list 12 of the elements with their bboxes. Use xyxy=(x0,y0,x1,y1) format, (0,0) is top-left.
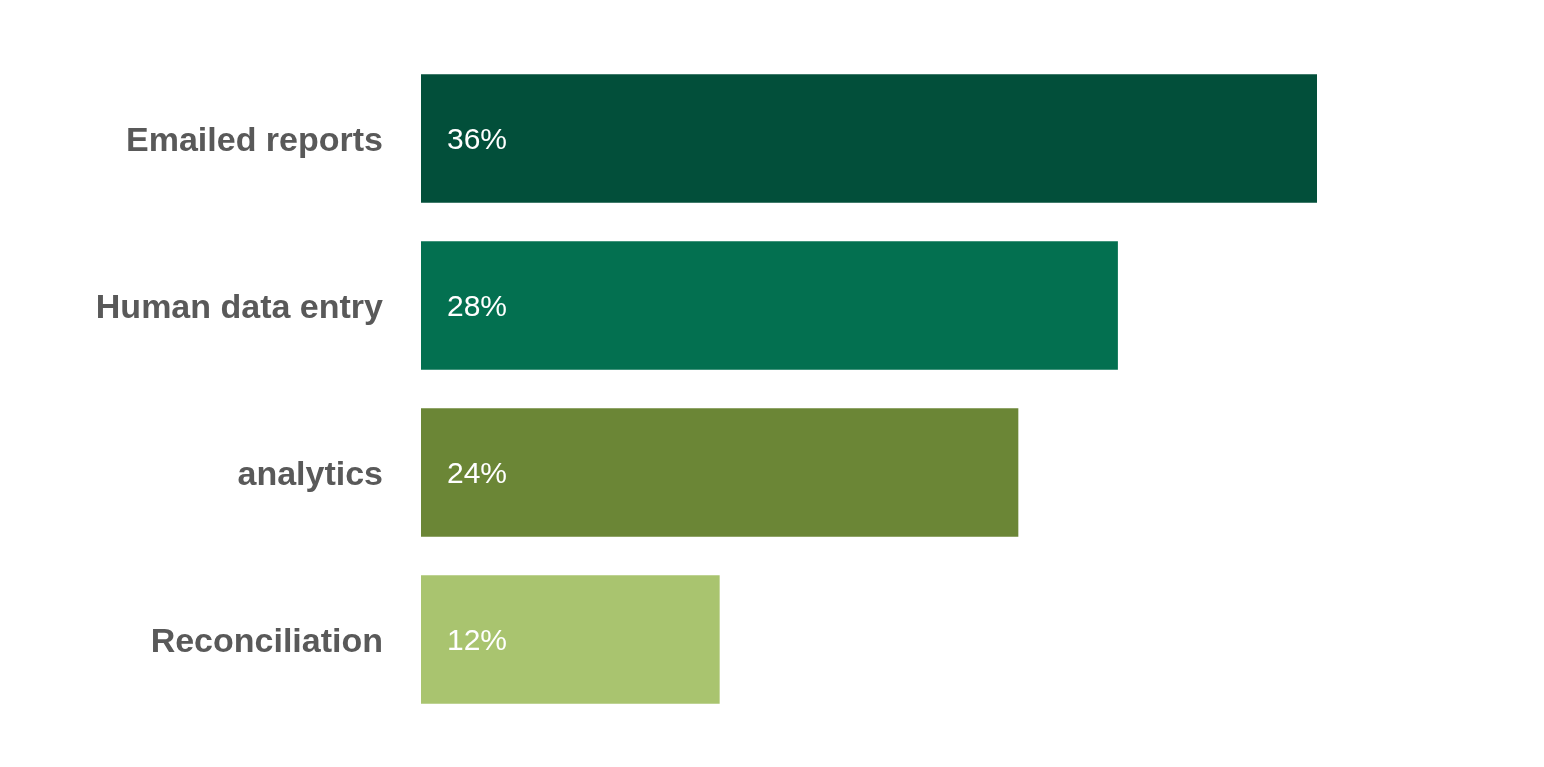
bar xyxy=(421,408,1019,537)
data-label: 12% xyxy=(447,623,508,656)
data-label: 24% xyxy=(447,456,508,489)
data-label: 28% xyxy=(447,289,508,322)
bar xyxy=(421,575,720,704)
y-tick-label: analytics xyxy=(237,453,383,492)
y-tick-label: Human data entry xyxy=(95,286,384,325)
data-label: 36% xyxy=(447,122,508,155)
y-tick-label: Emailed reports xyxy=(126,119,383,158)
y-tick-label: Reconciliation xyxy=(150,620,383,659)
bar xyxy=(421,74,1317,203)
bar xyxy=(421,241,1118,370)
